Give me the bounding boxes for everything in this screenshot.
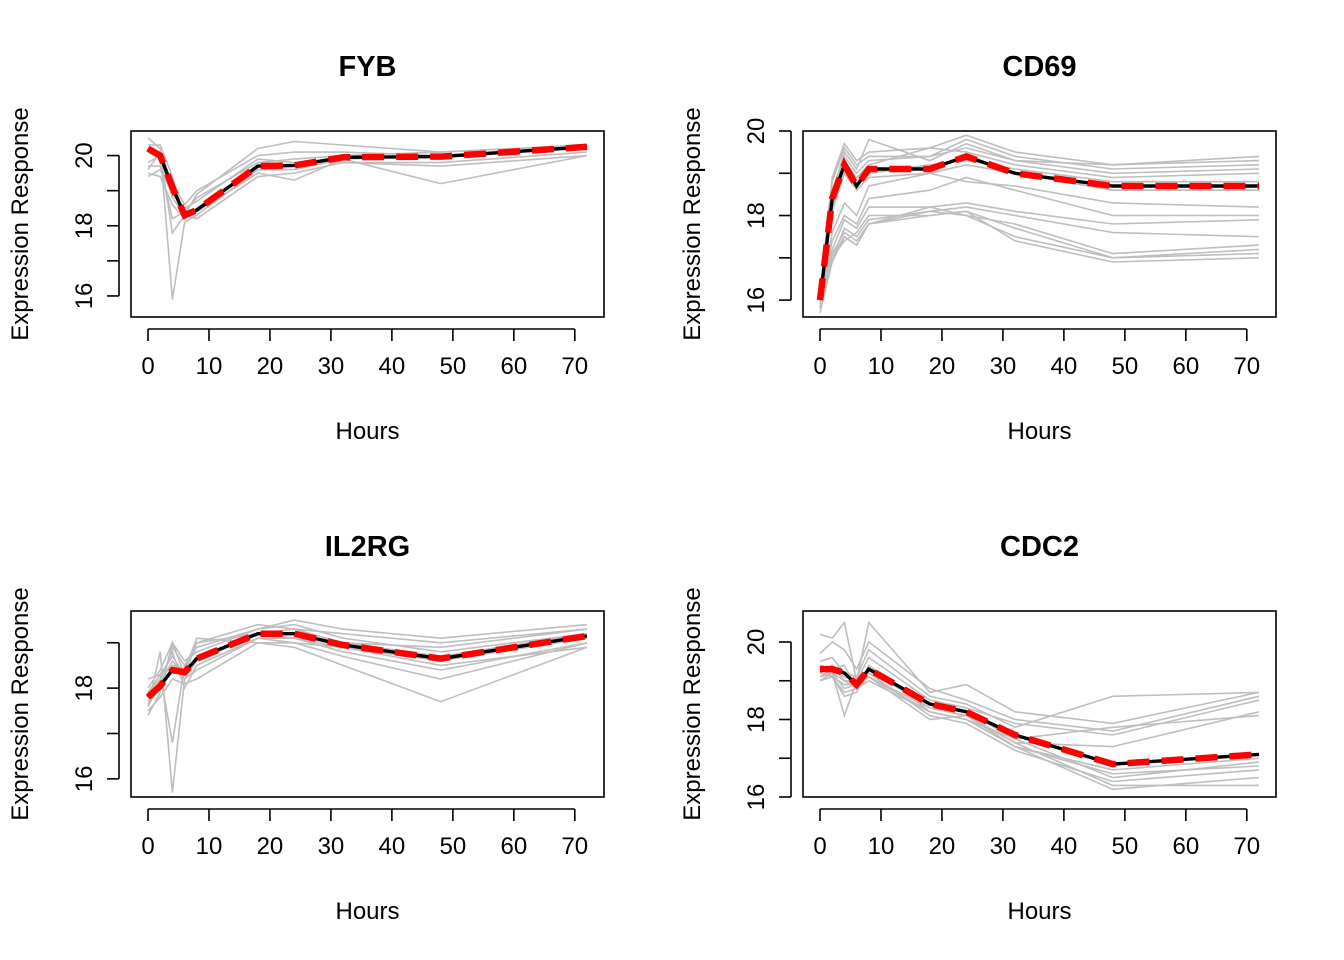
x-tick-label: 70 <box>1233 353 1260 380</box>
x-tick-label: 20 <box>257 353 284 380</box>
plot-frame <box>802 610 1277 798</box>
sample-line <box>819 656 1260 736</box>
chart-title: IL2RG <box>325 531 410 563</box>
x-axis-label: Hours <box>1007 418 1071 445</box>
sample-line <box>819 172 1260 301</box>
mean-line <box>147 145 588 218</box>
plot-frame <box>802 130 1277 318</box>
sample-line <box>819 620 1260 725</box>
sample-line <box>819 210 1260 305</box>
x-tick-label: 50 <box>1112 353 1139 380</box>
chart-title: FYB <box>339 51 397 83</box>
x-axis-label: Hours <box>335 418 399 445</box>
x-tick-label: 20 <box>929 353 956 380</box>
fit-line <box>820 664 1260 768</box>
x-tick-label: 10 <box>196 353 223 380</box>
y-tick-label: 20 <box>743 118 770 145</box>
x-tick-label: 50 <box>440 353 467 380</box>
sample-line <box>819 202 1260 301</box>
panel-cd69: CD69 0 10 20 30 40 50 60 70 Hours 16 18 20 Expression… <box>679 51 1277 445</box>
chart-title: CDC2 <box>1000 531 1079 563</box>
x-tick-label: 0 <box>141 353 154 380</box>
y-tick-label: 16 <box>71 766 98 793</box>
sample-line <box>147 632 588 698</box>
sample-line <box>819 176 1259 301</box>
x-tick-label: 70 <box>561 833 588 860</box>
x-tick-label: 50 <box>440 833 467 860</box>
sample-line <box>819 648 1260 729</box>
x-tick-label: 10 <box>196 833 223 860</box>
panel-il2rg: IL2RG 0 10 20 30 40 50 60 70 Hours 16 18 Expression … <box>7 531 605 925</box>
x-tick-label: 30 <box>990 833 1017 860</box>
x-tick-label: 30 <box>318 833 345 860</box>
sample-line <box>819 138 1260 309</box>
x-tick-label: 60 <box>1172 833 1199 860</box>
y-tick-label: 16 <box>743 287 770 314</box>
x-tick-label: 40 <box>1051 353 1078 380</box>
sample-line <box>819 159 1259 301</box>
x-axis-label: Hours <box>1007 898 1071 925</box>
sample-line <box>819 146 1260 296</box>
y-tick-label: 20 <box>71 142 98 169</box>
x-tick-label: 70 <box>1233 833 1260 860</box>
x-tick-label: 20 <box>929 833 956 860</box>
sample-line <box>819 210 1260 301</box>
y-tick-label: 18 <box>71 675 98 702</box>
y-tick-label: 20 <box>743 629 770 656</box>
y-axis-label: Expression Response <box>7 587 34 820</box>
y-axis-label: Expression Response <box>679 107 706 340</box>
sample-line <box>147 641 588 712</box>
y-tick-label: 18 <box>743 706 770 733</box>
x-tick-label: 70 <box>561 353 588 380</box>
y-tick-label: 16 <box>743 784 770 811</box>
x-tick-label: 10 <box>868 353 895 380</box>
x-tick-label: 40 <box>1051 833 1078 860</box>
x-tick-label: 40 <box>379 833 406 860</box>
y-axis-label: Expression Response <box>679 587 706 820</box>
x-tick-label: 30 <box>990 353 1017 380</box>
y-tick-label: 18 <box>71 212 98 239</box>
x-axis-label: Hours <box>335 898 399 925</box>
sample-line <box>819 672 1260 771</box>
x-tick-label: 30 <box>318 353 345 380</box>
x-tick-label: 0 <box>813 833 826 860</box>
x-tick-label: 60 <box>500 833 527 860</box>
x-tick-label: 60 <box>1172 353 1199 380</box>
sample-line <box>819 675 1260 791</box>
sample-line <box>819 210 1260 301</box>
sample-line <box>819 640 1260 732</box>
chart-title: CD69 <box>1002 51 1076 83</box>
x-tick-label: 50 <box>1112 833 1139 860</box>
x-tick-label: 40 <box>379 353 406 380</box>
x-tick-label: 60 <box>500 353 527 380</box>
x-tick-label: 0 <box>141 833 154 860</box>
fit-line <box>816 152 1259 301</box>
panel-cdc2: CDC2 0 10 20 30 40 50 60 70 Hours 16 18 20 Expression… <box>679 531 1277 925</box>
x-tick-label: 10 <box>868 833 895 860</box>
plot-frame <box>130 610 605 798</box>
x-tick-label: 0 <box>813 353 826 380</box>
sample-line <box>819 672 1259 787</box>
sample-line <box>147 623 588 716</box>
mean-line <box>146 632 588 699</box>
y-tick-label: 16 <box>71 283 98 310</box>
sample-line <box>147 637 588 707</box>
y-tick-label: 18 <box>743 202 770 229</box>
x-tick-label: 20 <box>257 833 284 860</box>
y-axis-label: Expression Response <box>7 107 34 340</box>
plot-frame <box>130 130 605 318</box>
panel-fyb: FYB 0 10 20 30 40 50 60 70 Hours 16 18 20 Expression … <box>7 51 605 445</box>
